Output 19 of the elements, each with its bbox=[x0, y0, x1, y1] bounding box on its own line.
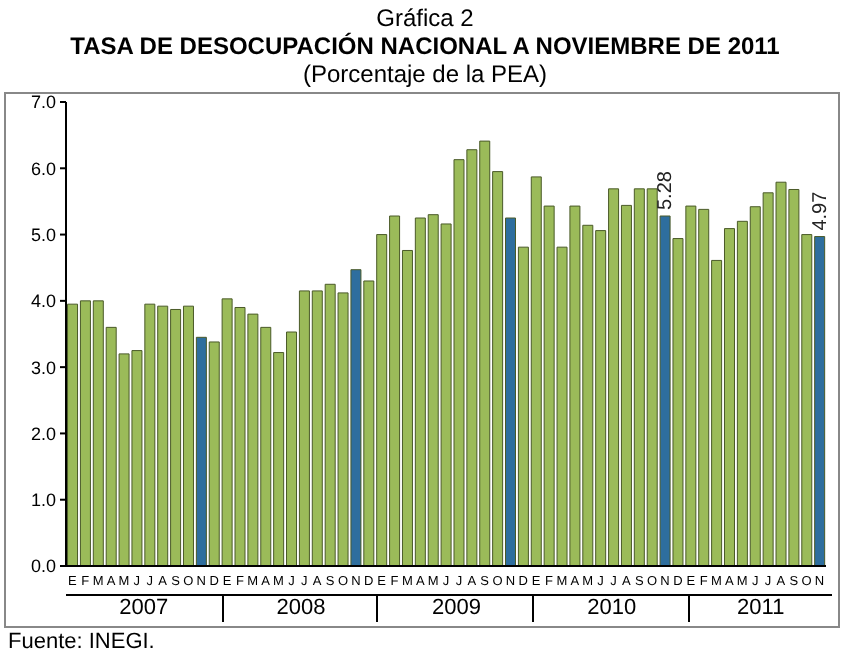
y-tick-label: 1.0 bbox=[30, 490, 56, 511]
y-tick-label: 6.0 bbox=[30, 158, 56, 179]
text: 2007 bbox=[66, 594, 222, 622]
y-tick-label: 3.0 bbox=[30, 357, 56, 378]
data-label: 4.97 bbox=[809, 190, 832, 231]
text: 2011 bbox=[687, 594, 832, 622]
text: 2008 bbox=[221, 594, 379, 622]
y-tick-label: 4.0 bbox=[30, 291, 56, 312]
y-tick-label: 5.0 bbox=[30, 224, 56, 245]
y-tick-label: 2.0 bbox=[30, 423, 56, 444]
text: (Porcentaje de la PEA) bbox=[300, 60, 550, 88]
y-tick-label: 0.0 bbox=[30, 556, 56, 577]
chart-title: Gráfica 2 bbox=[374, 4, 476, 32]
text: 2010 bbox=[532, 594, 690, 622]
data-label: 5.28 bbox=[655, 170, 678, 211]
source-note: Fuente: INEGI. bbox=[8, 630, 157, 656]
text: 2009 bbox=[376, 594, 535, 622]
y-tick-label: 7.0 bbox=[30, 92, 56, 113]
chart-subtitle: TASA DE DESOCUPACIÓN NACIONAL A NOVIEMBRE DE 2011 bbox=[68, 32, 782, 60]
